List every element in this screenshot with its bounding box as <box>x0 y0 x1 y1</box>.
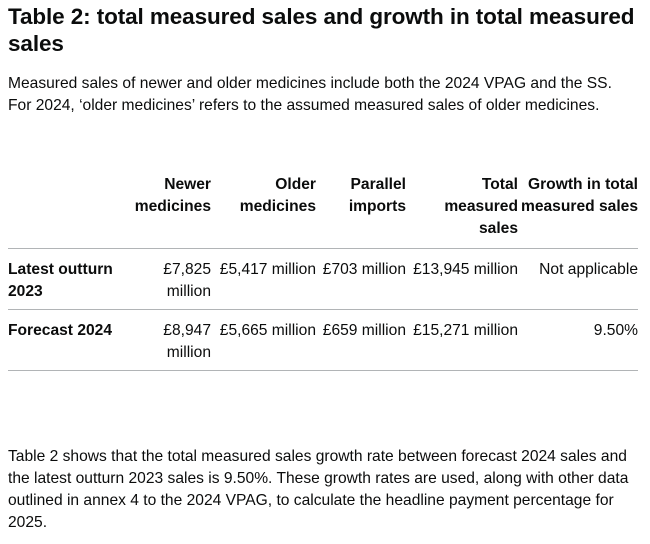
footnote-paragraph: Table 2 shows that the total measured sa… <box>8 448 629 531</box>
table-cell: £5,417 million <box>211 248 316 310</box>
table-cell: £5,665 million <box>211 309 316 371</box>
intro-paragraph: Measured sales of newer and older medici… <box>8 75 612 114</box>
sales-table: Newer medicines Older medicines Parallel… <box>8 174 638 371</box>
table-cell: £8,947 million <box>116 309 211 371</box>
table-cell: £15,271 million <box>406 309 518 371</box>
row-header: Latest outturn 2023 <box>8 248 116 310</box>
table-row: Forecast 2024 £8,947 million £5,665 mill… <box>8 309 638 371</box>
table-cell: £7,825 million <box>116 248 211 310</box>
table-heading: Table 2: total measured sales and growth… <box>8 4 635 56</box>
table-header-row: Newer medicines Older medicines Parallel… <box>8 174 638 249</box>
table-cell: Not applicable <box>518 248 638 310</box>
table-cell: £659 million <box>316 309 406 371</box>
column-header-empty <box>8 174 116 249</box>
column-header-parallel-imports: Parallel imports <box>316 174 406 249</box>
column-header-growth: Growth in total measured sales <box>518 174 638 249</box>
table-row: Latest outturn 2023 £7,825 million £5,41… <box>8 248 638 310</box>
table-cell: 9.50% <box>518 309 638 371</box>
row-header: Forecast 2024 <box>8 309 116 371</box>
table-cell: £703 million <box>316 248 406 310</box>
column-header-total-measured-sales: Total measured sales <box>406 174 518 249</box>
column-header-newer-medicines: Newer medicines <box>116 174 211 249</box>
column-header-older-medicines: Older medicines <box>211 174 316 249</box>
table-cell: £13,945 million <box>406 248 518 310</box>
